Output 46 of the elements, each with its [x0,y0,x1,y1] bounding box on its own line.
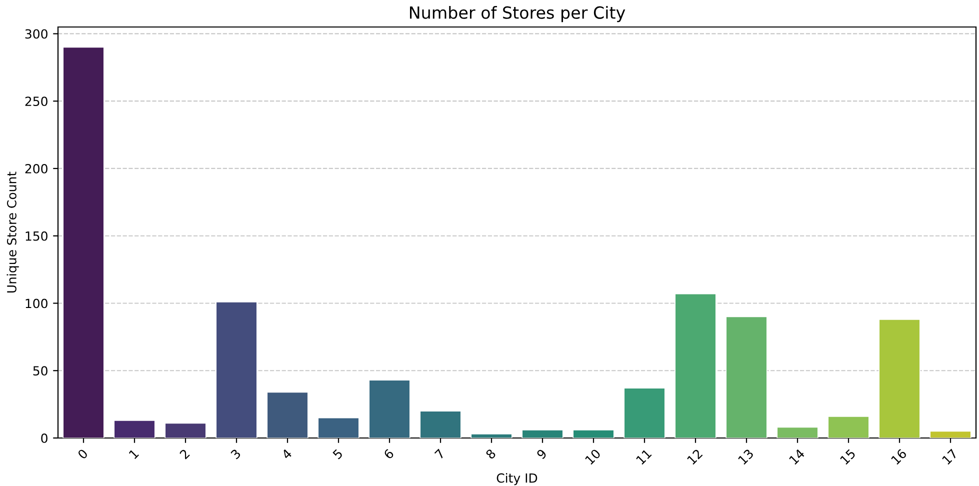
bar [368,380,410,438]
x-tick-label: 9 [536,448,548,460]
bar [624,388,666,438]
bar [266,392,308,438]
x-tick-label: 11 [636,448,652,465]
chart-title: Number of Stores per City [410,6,626,22]
x-tick-label: 16 [890,448,908,465]
bar [420,410,462,438]
bar [62,46,104,438]
x-tick-label: 5 [332,448,344,460]
y-tick-label: 150 [26,231,48,241]
x-tick-label: 1 [128,448,139,460]
x-tick-label: 10 [584,448,602,465]
bar [828,416,870,438]
x-tick-label: 7 [434,448,445,460]
x-tick-label: 8 [485,448,496,460]
bar [216,301,258,438]
y-tick-label: 0 [41,433,48,443]
y-tick-label: 200 [25,164,48,174]
y-tick-label: 100 [26,298,48,308]
y-tick-label: 300 [25,29,48,39]
bar [318,417,360,438]
y-tick-label: 50 [33,366,48,376]
bar [470,434,512,438]
x-tick-label: 0 [77,448,88,460]
bar [726,316,768,438]
bar [164,422,206,438]
bar [674,293,716,438]
bar [930,430,972,438]
x-tick-label: 13 [738,448,754,465]
y-tick-label: 250 [25,96,48,106]
x-tick-label: 12 [686,448,703,465]
bar [878,318,920,438]
x-tick-label: 4 [281,448,292,460]
x-tick-label: 15 [840,448,856,465]
bar [522,429,564,438]
x-axis-title: City ID [496,473,538,486]
x-tick-label: 3 [230,448,242,460]
x-tick-label: 2 [179,448,190,460]
x-tick-label: 17 [942,448,958,465]
y-axis-title: Unique Store Count [6,172,19,293]
bar [776,426,818,438]
x-tick-label: 14 [788,448,806,465]
x-tick-label: 6 [383,448,394,460]
bar [114,420,156,438]
bar [572,429,614,438]
